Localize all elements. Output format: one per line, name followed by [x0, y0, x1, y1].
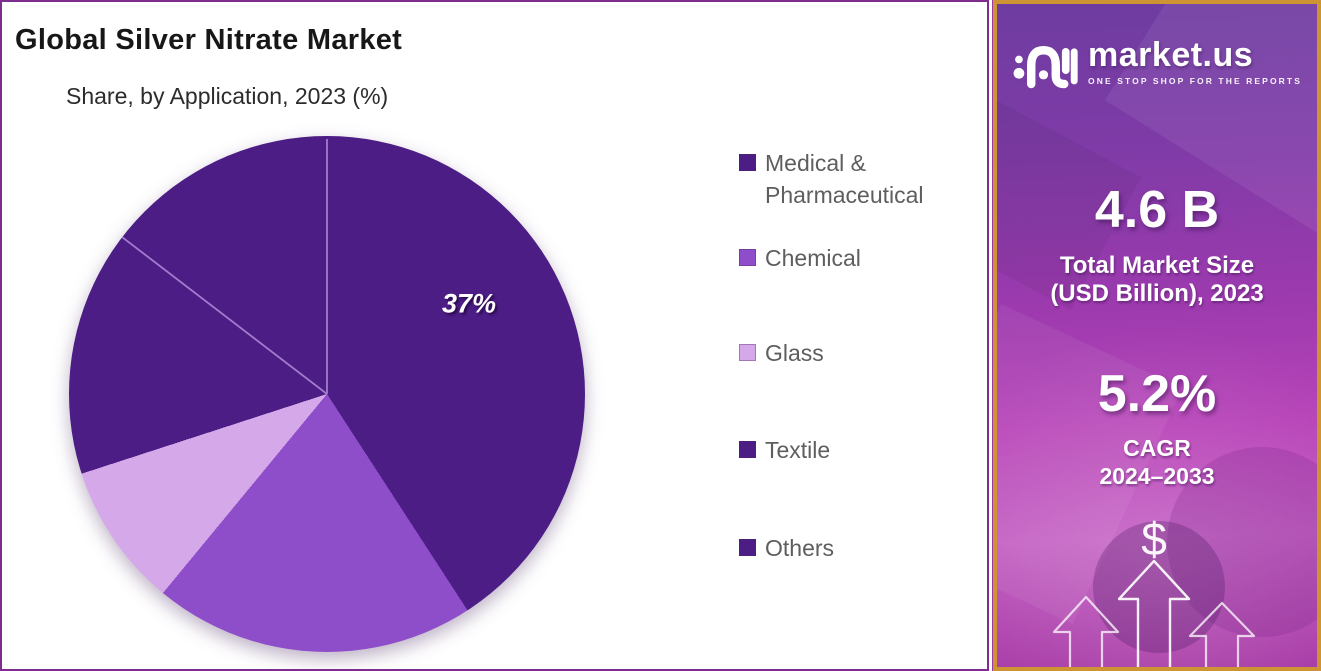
cagr-period: 2024–2033	[1099, 463, 1215, 489]
pie-circle	[69, 136, 585, 652]
legend-label: Chemical	[765, 245, 861, 271]
legend-item-chemical: Chemical	[739, 242, 861, 274]
decor-circle	[1093, 521, 1225, 653]
dollar-icon: $	[1141, 513, 1167, 565]
chart-subtitle: Share, by Application, 2023 (%)	[66, 83, 389, 109]
chart-title: Global Silver Nitrate Market	[15, 24, 403, 56]
market-us-logo: market.us ONE STOP SHOP FOR THE REPORTS	[1012, 30, 1302, 92]
legend-swatch-others	[739, 539, 756, 556]
cagr-value: 5.2%	[1097, 365, 1217, 423]
brand-panel: market.us ONE STOP SHOP FOR THE REPORTS …	[993, 0, 1321, 671]
chart-card: Global Silver Nitrate Market Share, by A…	[0, 0, 989, 671]
brand-name: market.us	[1088, 35, 1254, 74]
logo-text-block: market.us ONE STOP SHOP FOR THE REPORTS	[1088, 37, 1302, 86]
legend-label: Medical & Pharmaceutical	[765, 150, 924, 208]
pie-data-label: 37%	[441, 288, 497, 319]
legend-item-others: Others	[739, 532, 834, 564]
market-size-label-line2: (USD Billion), 2023	[1050, 280, 1264, 307]
growth-arrows-graphic: $	[1052, 513, 1256, 667]
legend-swatch-textile	[739, 441, 756, 458]
brand-tagline: ONE STOP SHOP FOR THE REPORTS	[1088, 75, 1302, 86]
legend-swatch-medical	[739, 154, 756, 171]
up-arrow-icon	[1117, 559, 1191, 667]
legend-item-textile: Textile	[739, 434, 830, 466]
cagr-label: CAGR	[1123, 435, 1191, 461]
market-us-logo-icon	[1013, 46, 1078, 89]
pie-chart: 37%	[69, 136, 585, 652]
legend-swatch-chemical	[739, 249, 756, 266]
legend-label: Textile	[765, 437, 831, 463]
market-size-label-line1: Total Market Size	[1059, 252, 1255, 279]
legend-item-glass: Glass	[739, 337, 824, 369]
legend-item-medical-pharmaceutical: Medical & Pharmaceutical	[739, 147, 924, 211]
legend-label: Others	[765, 535, 835, 561]
up-arrow-icon	[1188, 601, 1256, 667]
up-arrow-icon	[1052, 595, 1120, 667]
market-size-value: 4.6 B	[1094, 181, 1220, 239]
legend-label: Glass	[765, 340, 824, 366]
legend-swatch-glass	[739, 344, 756, 361]
